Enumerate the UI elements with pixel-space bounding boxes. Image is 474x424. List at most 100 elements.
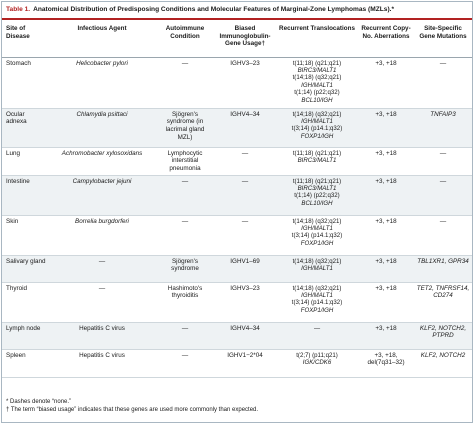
translocation-line: t(2;7) (p11;q21) — [296, 351, 338, 359]
header-agent: Infectious Agent — [48, 22, 156, 58]
translocation-line: BIRC3/MALT1 — [297, 156, 337, 164]
cell-translocations: t(14;18) (q32;q21) IGH/MALT1 — [276, 255, 358, 282]
cell-translocations: t(14;18) (q32;q21) IGH/MALT1 t(3;14) (p14.… — [276, 215, 358, 255]
cell-copy-number: +3, +18 — [375, 257, 397, 265]
translocation-line: FOXP1/IGH — [300, 306, 334, 314]
cell-translocations: t(11;18) (q21;q21) BIRC3/MALT1 t(1;14) (p2… — [276, 175, 358, 215]
cell-ig-usage: IGHV3–23 — [230, 284, 260, 292]
cell-agent: Borrelia burgdorferi — [75, 217, 129, 225]
cell-copy-number: +3, +18 — [375, 177, 397, 185]
cell-site: Skin — [6, 217, 19, 225]
translocation-line: t(3;14) (p14.1;q32) — [291, 232, 343, 240]
translocation-line: t(3;14) (p14.1;q32) — [291, 125, 343, 133]
translocation-line: t(14;18) (q32;q21) — [292, 284, 342, 292]
translocation-line: IGH/MALT1 — [301, 81, 333, 89]
cell-agent: — — [98, 257, 106, 265]
cell-mutations: KLF2, NOTCH2 — [420, 351, 466, 359]
cell-translocations: — — [276, 322, 358, 349]
table-row: Salivary gland — Sjögren's syndrome IGHV1–6… — [2, 255, 472, 283]
cell-autoimmune: — — [181, 59, 189, 67]
cell-translocations: t(14;18) (q32;q21) IGH/MALT1 t(3;14) (p14.… — [276, 282, 358, 322]
cell-site: Lymph node — [6, 324, 41, 332]
cell-ig-usage: IGHV1−2*04 — [227, 351, 263, 359]
footnote-dashes: * Dashes denote “none.” — [6, 399, 72, 405]
translocation-line: t(11;18) (q21;q21) — [292, 149, 342, 157]
cell-autoimmune: Lymphocytic interstitial pneumonia — [167, 149, 203, 172]
cell-site: Thyroid — [6, 284, 27, 292]
cell-mutations: — — [439, 177, 447, 185]
cell-site: Spleen — [6, 351, 26, 359]
cell-autoimmune: Sjögren's syndrome — [171, 257, 199, 273]
header-site: Site of Disease — [2, 22, 48, 58]
table-row: Ocular adnexa Chlamydia psittaci Sjögren's… — [2, 108, 472, 147]
translocation-line: t(11;18) (q21;q21) — [292, 59, 342, 67]
table-row: Spleen Hepatitis C virus — IGHV1−2*04 t(2;7)… — [2, 349, 472, 378]
translocation-line: FOXP1/IGH — [300, 132, 334, 140]
header-copy-number: Recurrent Copy-No. Aberrations — [358, 22, 414, 58]
cell-site: Lung — [6, 149, 21, 157]
cell-mutations: — — [439, 217, 447, 225]
cell-agent: Campylobacter jejuni — [72, 177, 132, 185]
cell-mutations: KLF2, NOTCH2, PTPRD — [419, 324, 467, 340]
translocation-line: IGH/MALT1 — [301, 291, 333, 299]
translocation-line: BIRC3/MALT1 — [297, 66, 337, 74]
cell-autoimmune: Hashimoto's thyroiditis — [167, 284, 203, 300]
translocation-line: BIRC3/MALT1 — [297, 184, 337, 192]
translocation-line: t(14;18) (q32;q21) — [292, 110, 342, 118]
table-header: Site of Disease Infectious Agent Autoimm… — [2, 22, 472, 58]
cell-copy-number: +3, +18 — [375, 110, 397, 118]
translocation-line: t(1;14) (p22;q32) — [294, 192, 340, 200]
translocation-line: t(14;18) (q32;q21) — [292, 74, 342, 82]
table-row: Skin Borrelia burgdorferi — — t(14;18) (q32;… — [2, 215, 472, 256]
cell-ig-usage: IGHV3–23 — [230, 59, 260, 67]
cell-autoimmune: Sjögren's syndrome (in lacrimal gland MZ… — [165, 110, 205, 141]
cell-agent: Helicobacter pylori — [76, 59, 128, 67]
header-mutations: Site-Specific Gene Mutations — [414, 22, 472, 58]
cell-autoimmune: — — [181, 177, 189, 185]
cell-translocations: t(11;18) (q21;q21) BIRC3/MALT1 t(14;18) (q… — [276, 57, 358, 108]
cell-agent: — — [98, 284, 106, 292]
translocation-line: t(3;14) (p14.1;q32) — [291, 299, 343, 307]
translocation-line: IGK/CDK6 — [302, 358, 332, 366]
cell-copy-number: +3, +18 — [375, 324, 397, 332]
translocation-line: t(14;18) (q32;q21) — [292, 257, 342, 265]
translocation-line: IGH/MALT1 — [301, 117, 333, 125]
translocation-line: BCL10/IGH — [301, 96, 333, 104]
cell-ig-usage: IGHV1–69 — [230, 257, 260, 265]
cell-copy-number: +3, +18 — [375, 284, 397, 292]
cell-ig-usage: IGHV4–34 — [230, 324, 260, 332]
cell-site: Intestine — [6, 177, 30, 185]
cell-ig-usage: — — [241, 177, 249, 185]
cell-agent: Chlamydia psittaci — [76, 110, 128, 118]
cell-copy-number: +3, +18 — [375, 217, 397, 225]
cell-copy-number: +3, +18 — [375, 149, 397, 157]
cell-site: Salivary gland — [6, 257, 46, 265]
footnotes: * Dashes denote “none.” † The term “bias… — [6, 399, 470, 415]
cell-agent: Hepatitis C virus — [79, 324, 125, 332]
cell-translocations: t(2;7) (p11;q21) IGK/CDK6 — [276, 349, 358, 377]
cell-autoimmune: — — [181, 351, 189, 359]
header-autoimmune: Autoimmune Condition — [156, 22, 214, 58]
data-table: Site of Disease Infectious Agent Autoimm… — [2, 22, 472, 378]
footnote-biased-usage: † The term “biased usage” indicates that… — [6, 406, 259, 413]
cell-ig-usage: IGHV4–34 — [230, 110, 260, 118]
translocation-line: t(11;18) (q21;q21) — [292, 177, 342, 185]
table-row: Thyroid — Hashimoto's thyroiditis IGHV3–23 t… — [2, 282, 472, 323]
cell-autoimmune: — — [181, 217, 189, 225]
translocation-line: IGH/MALT1 — [301, 224, 333, 232]
cell-site: Stomach — [6, 59, 31, 67]
cell-copy-number: +3, +18, del(7q31–32) — [367, 351, 405, 367]
translocation-line: BCL10/IGH — [301, 199, 333, 207]
cell-ig-usage: — — [241, 149, 249, 157]
cell-mutations: TET2, TNFRSF14, CD274 — [416, 284, 470, 300]
table-title: Anatomical Distribution of Predisposing … — [33, 5, 395, 13]
table-number: Table 1. — [6, 5, 31, 13]
cell-agent: Achromobacter xylosoxidans — [61, 149, 143, 157]
cell-site: Ocular adnexa — [6, 110, 27, 126]
table-container: Site of Disease Infectious Agent Autoimm… — [2, 22, 472, 378]
translocation-line: t(14;18) (q32;q21) — [292, 217, 342, 225]
cell-ig-usage: — — [241, 217, 249, 225]
translocation-line: — — [313, 324, 321, 332]
cell-copy-number: +3, +18 — [375, 59, 397, 67]
